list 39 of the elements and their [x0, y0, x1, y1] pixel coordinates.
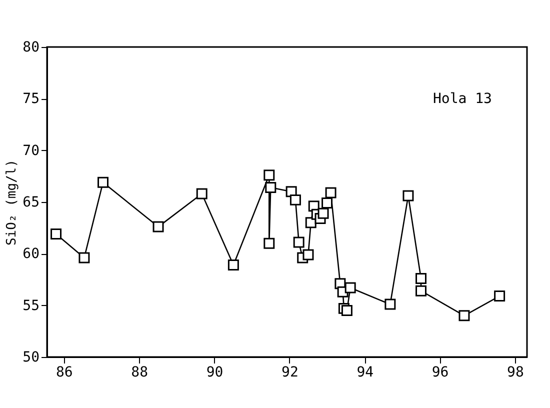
x-tick-label: 92: [282, 364, 298, 380]
point: [416, 272, 426, 284]
point: [494, 290, 506, 302]
point: [416, 285, 426, 296]
point: [458, 310, 470, 322]
point: [318, 208, 329, 219]
y-tick-label: 70: [22, 142, 40, 159]
point: [78, 252, 90, 264]
x-tick-label: 98: [507, 364, 524, 380]
point: [264, 170, 275, 181]
y-axis-title: SiO₂ (mg/l): [4, 159, 20, 246]
point: [325, 187, 336, 198]
point: [50, 228, 62, 240]
x-tick-label: 96: [432, 364, 449, 380]
y-tick-label: 75: [22, 91, 40, 108]
point: [228, 260, 239, 271]
point: [341, 305, 352, 316]
point: [264, 238, 275, 249]
x-tick-label: 90: [206, 364, 224, 380]
point: [290, 194, 301, 206]
point: [322, 198, 333, 209]
y-tick-label: 80: [22, 40, 40, 56]
x-tick-label: 86: [56, 364, 73, 380]
point: [265, 182, 276, 194]
point: [152, 221, 164, 232]
point: [302, 249, 314, 260]
point: [98, 176, 108, 188]
point: [293, 236, 304, 248]
y-tick-label: 55: [22, 298, 40, 314]
point: [402, 190, 414, 202]
y-tick-label: 65: [22, 194, 40, 210]
y-tick-label: 50: [22, 350, 40, 366]
annotation: Hola 13: [432, 91, 492, 107]
point: [344, 282, 356, 294]
x-tick-label: 94: [356, 364, 374, 380]
y-tick-label: 60: [22, 246, 40, 262]
point: [384, 298, 396, 310]
point: [196, 188, 208, 200]
x-tick-label: 88: [131, 364, 148, 380]
